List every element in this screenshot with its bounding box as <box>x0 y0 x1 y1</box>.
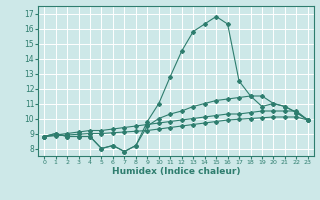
X-axis label: Humidex (Indice chaleur): Humidex (Indice chaleur) <box>112 167 240 176</box>
